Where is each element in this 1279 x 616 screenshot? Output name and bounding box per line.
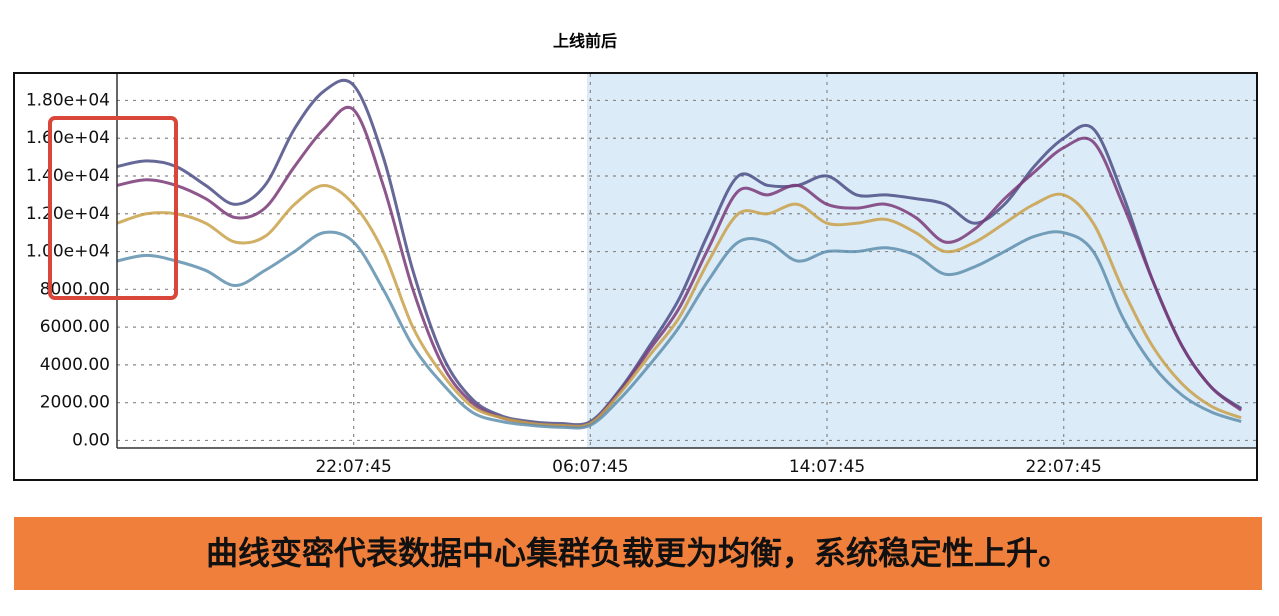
series-line	[116, 78, 1243, 427]
series-line	[116, 106, 1243, 429]
y-tick-label: 1.80e+04	[26, 90, 110, 110]
x-tick-label: 06:07:45	[552, 457, 628, 477]
tick-labels: 0.00 2000.00 4000.00 6000.00 8000.00 1.00e+04…	[26, 90, 1102, 477]
y-tick-label: 8000.00	[40, 279, 110, 299]
series-line	[116, 183, 1242, 428]
y-tick-label: 1.00e+04	[26, 242, 110, 262]
x-tick-label: 22:07:45	[1026, 457, 1102, 477]
y-tick-label: 0.00	[72, 430, 110, 450]
y-tick-label: 2000.00	[40, 393, 110, 413]
highlight-box	[48, 116, 178, 300]
x-tick-label: 22:07:45	[315, 457, 391, 477]
banner-text: 曲线变密代表数据中心集群负载更为均衡，系统稳定性上升。	[206, 534, 1070, 572]
chart-title: 上线前后	[553, 32, 617, 51]
shaded-region	[587, 74, 1256, 448]
banner	[14, 517, 1262, 590]
x-tick-label: 14:07:45	[789, 457, 865, 477]
y-tick-label: 6000.00	[40, 317, 110, 337]
y-tick-label: 1.40e+04	[26, 166, 110, 186]
grid	[117, 74, 1256, 448]
y-tick-label: 1.20e+04	[26, 204, 110, 224]
y-tick-label: 1.60e+04	[26, 128, 110, 148]
lines	[116, 78, 1243, 430]
series-line	[116, 230, 1242, 430]
y-tick-label: 4000.00	[40, 355, 110, 375]
